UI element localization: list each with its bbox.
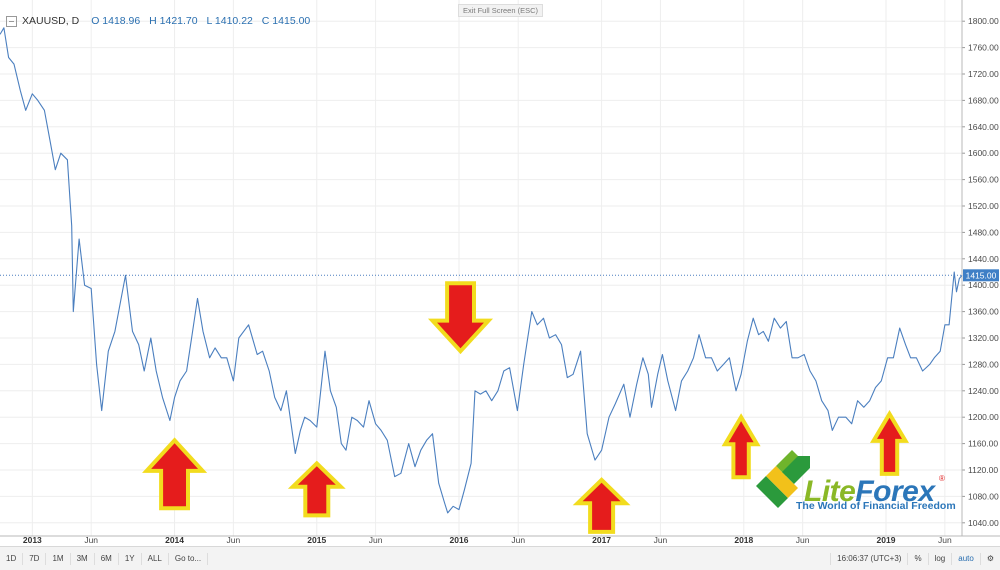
symbol-label[interactable]: XAUUSD, D	[22, 15, 80, 27]
gear-icon[interactable]: ⚙	[979, 552, 1000, 565]
annotation-arrow-up	[142, 437, 208, 511]
y-tick-label: 1480.00	[968, 227, 999, 237]
y-tick-label: 1360.00	[968, 307, 999, 317]
x-tick-label: 2015	[307, 535, 326, 545]
bottom-toolbar: 1D 7D 1M 3M 6M 1Y ALL Go to... 16:06:37 (UTC+3…	[0, 546, 1000, 570]
annotation-arrow-up	[721, 413, 761, 480]
goto-button[interactable]: Go to...	[169, 552, 209, 565]
exit-fullscreen-button[interactable]: Exit Full Screen (ESC)	[458, 4, 544, 17]
x-tick-label: Jun	[654, 535, 668, 545]
y-tick-label: 1400.00	[968, 280, 999, 290]
y-tick-label: 1040.00	[968, 518, 999, 528]
toolbar-right: 16:06:37 (UTC+3) % log auto ⚙	[830, 547, 1000, 570]
low-value: L 1410.22	[206, 15, 253, 27]
x-tick-label: Jun	[84, 535, 98, 545]
y-tick-label: 1240.00	[968, 386, 999, 396]
x-tick-label: 2017	[592, 535, 611, 545]
current-price-label: 1415.00	[966, 270, 997, 280]
percent-toggle[interactable]: %	[907, 552, 927, 565]
y-tick-label: 1640.00	[968, 122, 999, 132]
y-tick-label: 1800.00	[968, 16, 999, 26]
annotation-arrow-up	[869, 409, 910, 476]
y-tick-label: 1160.00	[968, 439, 998, 449]
y-tick-label: 1560.00	[968, 175, 999, 185]
range-buttons: 1D 7D 1M 3M 6M 1Y ALL	[0, 552, 169, 565]
x-tick-label: Jun	[796, 535, 810, 545]
x-tick-label: 2013	[23, 535, 42, 545]
x-tick-label: 2016	[450, 535, 469, 545]
y-tick-label: 1680.00	[968, 95, 999, 105]
ohlc-readout: O 1418.96 H 1421.70 L 1410.22 C 1415.00	[91, 15, 316, 27]
range-button-all[interactable]: ALL	[142, 552, 169, 565]
y-tick-label: 1320.00	[968, 333, 999, 343]
price-chart[interactable]: 1040.00 1080.00 1120.00 1160.00 1200.00 1240.…	[0, 0, 1000, 546]
liteforex-logo-mark	[756, 450, 810, 508]
range-button-3m[interactable]: 3M	[71, 552, 95, 565]
logo-tagline: The World of Financial Freedom	[796, 500, 956, 512]
auto-toggle[interactable]: auto	[951, 552, 980, 565]
clock-label: 16:06:37 (UTC+3)	[830, 552, 907, 565]
range-button-1y[interactable]: 1Y	[119, 552, 142, 565]
y-tick-label: 1280.00	[968, 359, 999, 369]
y-tick-label: 1120.00	[968, 465, 998, 475]
liteforex-logo: LiteForex ® The World of Financial Freed…	[752, 448, 956, 516]
price-line[interactable]	[0, 27, 963, 514]
y-tick-label: 1720.00	[968, 69, 999, 79]
x-tick-label: Jun	[369, 535, 383, 545]
registered-mark: ®	[939, 474, 945, 483]
range-button-7d[interactable]: 7D	[23, 552, 47, 565]
x-tick-label: Jun	[227, 535, 241, 545]
current-price-tag	[963, 269, 999, 282]
logo-wordmark: LiteForex	[804, 475, 935, 508]
close-value: C 1415.00	[261, 15, 311, 27]
x-tick-label: 2019	[877, 535, 896, 545]
y-tick-label: 1200.00	[968, 412, 999, 422]
y-tick-label: 1600.00	[968, 148, 999, 158]
y-tick-label: 1440.00	[968, 254, 999, 264]
y-tick-label: 1760.00	[968, 43, 999, 53]
collapse-icon[interactable]	[6, 15, 17, 27]
annotation-arrow-down	[427, 281, 494, 355]
x-tick-label: 2018	[734, 535, 753, 545]
range-button-6m[interactable]: 6M	[95, 552, 119, 565]
high-value: H 1421.70	[149, 15, 198, 27]
x-tick-label: Jun	[511, 535, 525, 545]
x-tick-label: Jun	[938, 535, 952, 545]
annotation-arrow-up	[572, 477, 631, 534]
y-tick-label: 1080.00	[968, 491, 999, 501]
range-button-1m[interactable]: 1M	[46, 552, 71, 565]
range-button-1d[interactable]: 1D	[0, 552, 24, 565]
chart-legend: XAUUSD, D O 1418.96 H 1421.70 L 1410.22 …	[6, 13, 316, 29]
annotation-arrow-up	[287, 460, 346, 518]
y-tick-label: 1520.00	[968, 201, 999, 211]
log-toggle[interactable]: log	[927, 552, 952, 565]
open-value: O 1418.96	[91, 15, 141, 27]
x-tick-label: 2014	[165, 535, 184, 545]
